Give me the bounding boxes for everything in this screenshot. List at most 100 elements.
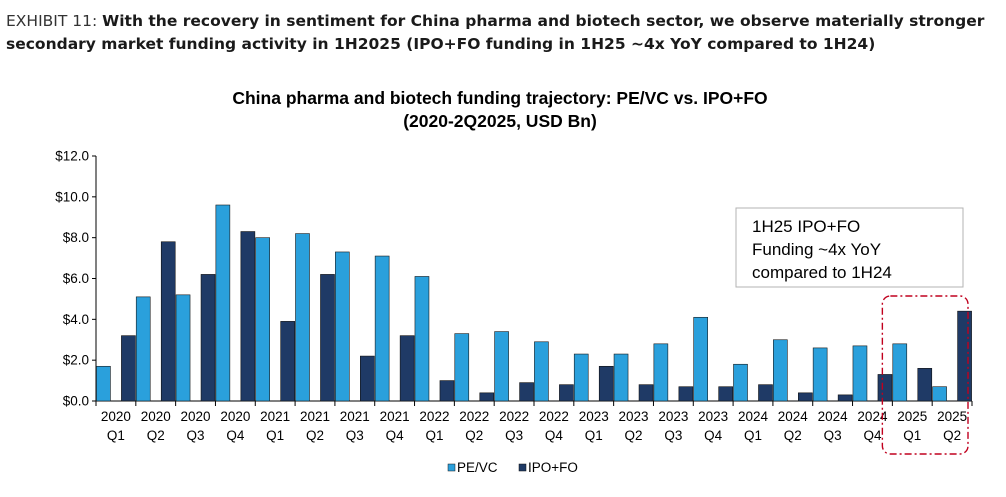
legend-label-pe-vc: PE/VC bbox=[457, 460, 498, 475]
x-label-year: 2021 bbox=[300, 409, 330, 424]
x-label-year: 2023 bbox=[619, 409, 649, 424]
x-label-quarter: Q2 bbox=[147, 428, 165, 443]
bar-ipo-fo bbox=[200, 274, 216, 402]
x-label-year: 2022 bbox=[539, 409, 569, 424]
x-label-quarter: Q4 bbox=[226, 428, 245, 443]
x-label-quarter: Q2 bbox=[625, 428, 643, 443]
bar-ipo-fo bbox=[399, 335, 415, 402]
bar-ipo-fo bbox=[917, 368, 933, 402]
bar-ipo-fo bbox=[877, 374, 893, 402]
bar-ipo-fo bbox=[598, 365, 614, 402]
legend: PE/VC IPO+FO bbox=[447, 460, 578, 475]
y-tick-label: $12.0 bbox=[55, 149, 89, 164]
annotation-line: Funding ~4x YoY bbox=[752, 240, 881, 259]
chart-title-line1: China pharma and biotech funding traject… bbox=[232, 88, 767, 108]
x-axis-labels: 2020 Q1 2020 Q2 2020 Q3 2020 Q4 2021 Q1 2021 Q2 2021… bbox=[101, 409, 967, 443]
bar-ipo-fo bbox=[160, 241, 176, 402]
bar-ipo-fo bbox=[559, 384, 574, 402]
x-label-year: 2022 bbox=[499, 409, 529, 424]
bar-ipo-fo bbox=[957, 310, 972, 402]
bar-pe-vc bbox=[773, 339, 788, 402]
bar-pe-vc bbox=[454, 333, 470, 402]
x-label-year: 2023 bbox=[579, 409, 609, 424]
x-label-year: 2023 bbox=[698, 409, 728, 424]
x-label-quarter: Q3 bbox=[346, 428, 364, 443]
x-label-year: 2020 bbox=[181, 409, 211, 424]
annotation-line: compared to 1H24 bbox=[752, 263, 892, 282]
legend-label-ipo-fo: IPO+FO bbox=[528, 460, 578, 475]
bar-pe-vc bbox=[335, 251, 350, 402]
bar-ipo-fo bbox=[758, 384, 773, 402]
bar-pe-vc bbox=[255, 237, 270, 402]
y-tick-label: $0.0 bbox=[63, 394, 89, 409]
bar-pe-vc bbox=[534, 341, 549, 402]
y-tick-label: $4.0 bbox=[63, 312, 89, 327]
bar-pe-vc bbox=[573, 353, 589, 402]
x-label-quarter: Q1 bbox=[744, 428, 762, 443]
bar-ipo-fo bbox=[439, 380, 455, 402]
x-label-year: 2024 bbox=[738, 409, 769, 424]
x-label-year: 2025 bbox=[897, 409, 927, 424]
x-label-quarter: Q1 bbox=[425, 428, 443, 443]
bar-pe-vc bbox=[414, 276, 430, 402]
exhibit-text: With the recovery in sentiment for China… bbox=[6, 12, 985, 53]
bar-pe-vc bbox=[613, 353, 629, 402]
x-label-quarter: Q2 bbox=[943, 428, 961, 443]
x-label-year: 2020 bbox=[141, 409, 171, 424]
x-label-year: 2021 bbox=[380, 409, 410, 424]
bar-pe-vc bbox=[175, 294, 191, 402]
x-label-year: 2021 bbox=[340, 409, 370, 424]
bar-ipo-fo bbox=[798, 392, 813, 402]
x-label-year: 2020 bbox=[101, 409, 131, 424]
x-label-quarter: Q3 bbox=[187, 428, 205, 443]
bar-pe-vc bbox=[693, 316, 708, 402]
bar-ipo-fo bbox=[718, 386, 733, 402]
x-label-quarter: Q1 bbox=[266, 428, 284, 443]
x-label-quarter: Q3 bbox=[505, 428, 523, 443]
x-label-quarter: Q4 bbox=[545, 428, 564, 443]
bar-ipo-fo bbox=[837, 394, 853, 402]
x-label-quarter: Q1 bbox=[585, 428, 603, 443]
y-tick-label: $6.0 bbox=[63, 271, 89, 286]
x-label-quarter: Q4 bbox=[386, 428, 405, 443]
y-tick-label: $10.0 bbox=[55, 189, 89, 204]
bar-ipo-fo bbox=[320, 274, 335, 402]
bar-ipo-fo bbox=[479, 392, 495, 402]
bar-pe-vc bbox=[374, 255, 390, 402]
legend-swatch-pe-vc bbox=[447, 463, 456, 472]
y-tick-label: $8.0 bbox=[63, 230, 89, 245]
x-label-year: 2022 bbox=[419, 409, 449, 424]
annotation-line: 1H25 IPO+FO bbox=[752, 217, 860, 236]
x-label-quarter: Q2 bbox=[465, 428, 483, 443]
bar-pe-vc bbox=[852, 345, 868, 402]
bar-pe-vc bbox=[733, 363, 748, 402]
x-label-year: 2024 bbox=[857, 409, 888, 424]
x-label-year: 2024 bbox=[778, 409, 809, 424]
bar-pe-vc bbox=[494, 331, 509, 402]
bar-ipo-fo bbox=[280, 321, 295, 402]
x-label-year: 2022 bbox=[459, 409, 489, 424]
x-label-quarter: Q4 bbox=[863, 428, 882, 443]
bar-ipo-fo bbox=[678, 386, 694, 402]
bar-pe-vc bbox=[96, 365, 111, 402]
annotation: 1H25 IPO+FO Funding ~4x YoY compared to 1H… bbox=[735, 207, 969, 455]
bar-ipo-fo bbox=[638, 384, 654, 402]
x-label-quarter: Q1 bbox=[107, 428, 125, 443]
x-label-year: 2025 bbox=[937, 409, 967, 424]
x-label-year: 2020 bbox=[220, 409, 250, 424]
bar-ipo-fo bbox=[519, 382, 534, 402]
x-label-year: 2021 bbox=[260, 409, 290, 424]
bar-pe-vc bbox=[892, 343, 908, 402]
x-label-quarter: Q2 bbox=[784, 428, 802, 443]
x-label-quarter: Q4 bbox=[704, 428, 723, 443]
chart-bars bbox=[96, 204, 972, 402]
x-label-quarter: Q3 bbox=[664, 428, 682, 443]
x-label-year: 2024 bbox=[818, 409, 849, 424]
bar-ipo-fo bbox=[240, 231, 256, 402]
exhibit-caption: EXHIBIT 11: With the recovery in sentime… bbox=[6, 10, 996, 56]
bar-pe-vc bbox=[295, 233, 310, 402]
chart-title-line2: (2020-2Q2025, USD Bn) bbox=[403, 111, 597, 131]
y-tick-label: $2.0 bbox=[63, 353, 89, 368]
bar-ipo-fo bbox=[121, 335, 136, 402]
